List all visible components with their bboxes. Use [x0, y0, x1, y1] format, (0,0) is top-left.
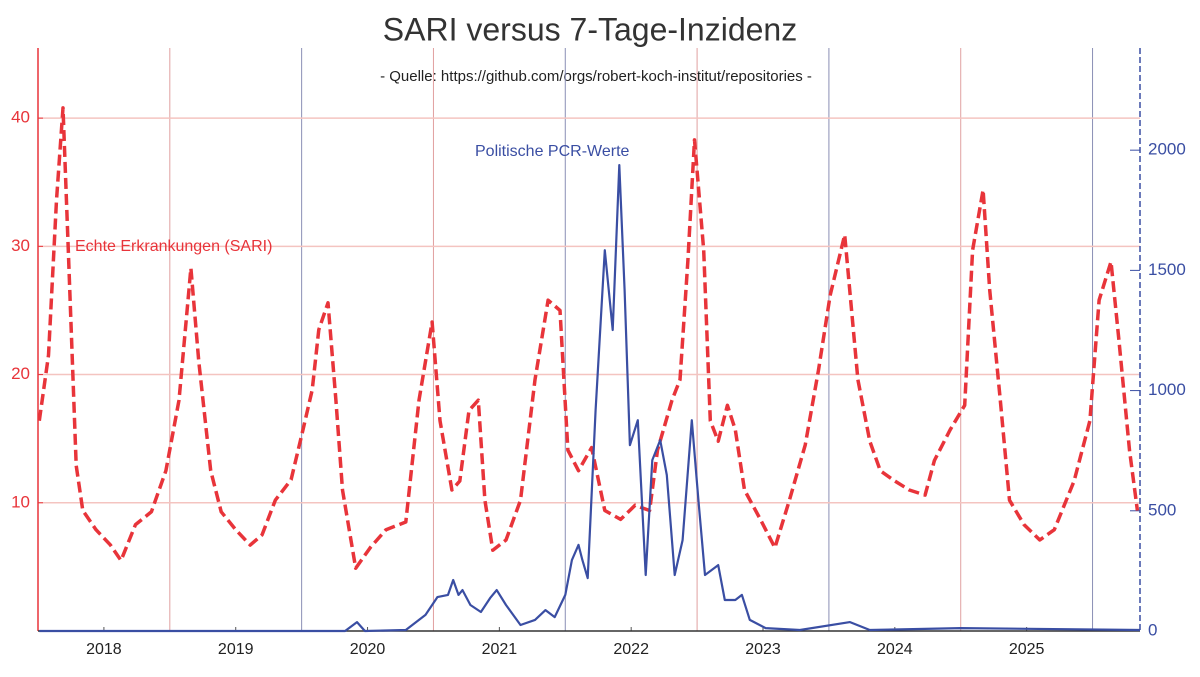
- y2-tick-label: 0: [1148, 620, 1157, 639]
- y-tick-label: 40: [11, 108, 30, 127]
- chart-title: SARI versus 7-Tage-Inzidenz: [383, 11, 797, 47]
- data-line: [37, 106, 1140, 570]
- x-tick-label: 2021: [482, 641, 518, 658]
- x-tick-label: 2024: [877, 641, 913, 658]
- y2-tick-label: 2000: [1148, 140, 1186, 159]
- annotation: Echte Erkrankungen (SARI): [75, 238, 272, 255]
- data-line: [39, 164, 1141, 633]
- x-tick-label: 2018: [86, 641, 122, 658]
- y-tick-label: 20: [11, 364, 30, 383]
- chart-subtitle: - Quelle: https://github.com/orgs/robert…: [380, 68, 812, 85]
- x-tick-label: 2023: [745, 641, 781, 658]
- y-tick-label: 30: [11, 236, 30, 255]
- x-tick-label: 2020: [350, 641, 386, 658]
- y2-tick-label: 1000: [1148, 380, 1186, 399]
- x-tick-label: 2022: [613, 641, 649, 658]
- x-tick-label: 2025: [1009, 641, 1045, 658]
- x-tick-label: 2019: [218, 641, 254, 658]
- y-tick-label: 10: [11, 492, 30, 511]
- y2-tick-label: 1500: [1148, 260, 1186, 279]
- annotation: Politische PCR-Werte: [475, 143, 630, 160]
- y2-tick-label: 500: [1148, 500, 1176, 519]
